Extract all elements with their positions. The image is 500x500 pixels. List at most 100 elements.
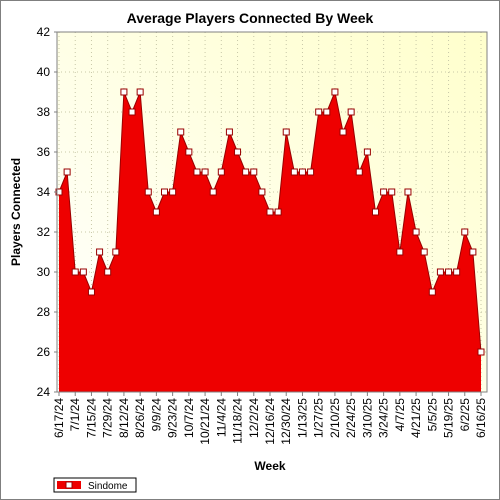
data-point (372, 208, 379, 216)
x-tick-label: 12/2/24 (247, 398, 261, 438)
x-tick-label: 1/27/25 (312, 398, 326, 438)
data-point (242, 168, 250, 176)
data-point (161, 188, 168, 196)
y-tick-label: 34 (37, 185, 51, 199)
data-point (128, 108, 136, 116)
data-point (331, 88, 339, 96)
data-point (96, 248, 104, 256)
data-point (71, 268, 79, 276)
y-tick-label: 28 (37, 305, 51, 319)
data-point (339, 128, 347, 136)
x-tick-label: 6/2/25 (458, 398, 472, 432)
data-point (396, 248, 404, 256)
legend-label: Sindome (88, 481, 128, 492)
x-tick-label: 7/29/24 (101, 398, 115, 438)
legend: Sindome (53, 477, 137, 493)
x-tick-label: 5/5/25 (425, 398, 439, 432)
data-point (315, 108, 323, 116)
data-point (193, 168, 201, 176)
x-tick-label: 3/24/25 (377, 398, 391, 438)
data-point (209, 188, 217, 196)
data-point (282, 128, 290, 136)
data-point (323, 108, 331, 116)
data-point (363, 148, 371, 156)
data-point (445, 268, 453, 276)
x-tick-label: 7/1/24 (68, 398, 82, 432)
data-point (420, 248, 428, 256)
legend-marker (65, 481, 73, 489)
data-point (290, 168, 298, 176)
plot-border (56, 31, 488, 393)
data-point (436, 268, 444, 276)
data-point (136, 88, 144, 96)
x-tick-label: 12/30/24 (279, 398, 293, 445)
x-tick-label: 4/7/25 (393, 398, 407, 432)
data-point (258, 188, 266, 196)
data-point (355, 168, 363, 176)
y-tick-label: 42 (37, 25, 51, 39)
data-point (120, 88, 128, 96)
x-tick-label: 9/23/24 (166, 398, 180, 438)
x-tick-label: 5/19/25 (442, 398, 456, 438)
x-tick-label: 4/21/25 (409, 398, 423, 438)
data-point (169, 188, 177, 196)
x-tick-label: 8/26/24 (133, 398, 147, 438)
x-tick-label: 9/9/24 (149, 398, 163, 432)
data-point (388, 188, 396, 196)
x-tick-label: 10/21/24 (198, 398, 212, 445)
data-point (274, 208, 282, 216)
data-point (87, 288, 95, 296)
x-tick-label: 6/16/25 (474, 398, 488, 438)
data-point (225, 128, 233, 136)
data-point (112, 248, 120, 256)
data-point (185, 148, 193, 156)
data-point (177, 128, 185, 136)
data-point (152, 208, 160, 216)
data-point (79, 268, 87, 276)
data-point (453, 268, 461, 276)
y-axis-ticks: 24 26 28 30 32 34 36 38 40 42 (37, 25, 57, 399)
x-tick-label: 11/18/24 (231, 398, 245, 444)
data-point (144, 188, 152, 196)
y-tick-label: 26 (37, 345, 51, 359)
x-tick-label: 8/12/24 (117, 398, 131, 438)
y-tick-label: 36 (37, 145, 51, 159)
x-tick-label: 3/10/25 (360, 398, 374, 438)
data-point (234, 148, 242, 156)
x-axis-ticks: 6/17/24 7/1/24 7/15/24 7/29/24 8/12/24 8/26/2… (52, 392, 488, 445)
data-point (347, 108, 355, 116)
y-tick-label: 32 (37, 225, 51, 239)
x-axis-label: Week (254, 459, 285, 473)
data-point (63, 168, 71, 176)
data-point (380, 188, 388, 196)
data-point (428, 288, 436, 296)
series-area-sindome (59, 92, 481, 392)
data-point (461, 228, 469, 236)
x-tick-label: 12/16/24 (263, 398, 277, 445)
y-tick-label: 38 (37, 105, 51, 119)
x-tick-label: 6/17/24 (52, 398, 66, 438)
x-tick-label: 10/7/24 (182, 398, 196, 438)
data-point (298, 168, 306, 176)
data-point (266, 208, 274, 216)
data-point (307, 168, 315, 176)
x-tick-label: 1/13/25 (295, 398, 309, 438)
data-point (412, 228, 420, 236)
x-tick-label: 2/10/25 (328, 398, 342, 438)
data-point (404, 188, 412, 196)
y-tick-label: 40 (37, 65, 51, 79)
y-axis-label: Players Connected (9, 158, 23, 266)
x-tick-label: 2/24/25 (344, 398, 358, 438)
data-point (201, 168, 209, 176)
y-tick-label: 30 (37, 265, 51, 279)
data-point (477, 348, 485, 356)
data-point (104, 268, 112, 276)
y-tick-label: 24 (37, 385, 51, 399)
x-tick-label: 7/15/24 (84, 398, 98, 438)
chart-title: Average Players Connected By Week (127, 10, 374, 26)
x-tick-label: 11/4/24 (214, 398, 228, 437)
data-point (250, 168, 258, 176)
marker-layer (55, 88, 485, 356)
data-point (469, 248, 477, 256)
